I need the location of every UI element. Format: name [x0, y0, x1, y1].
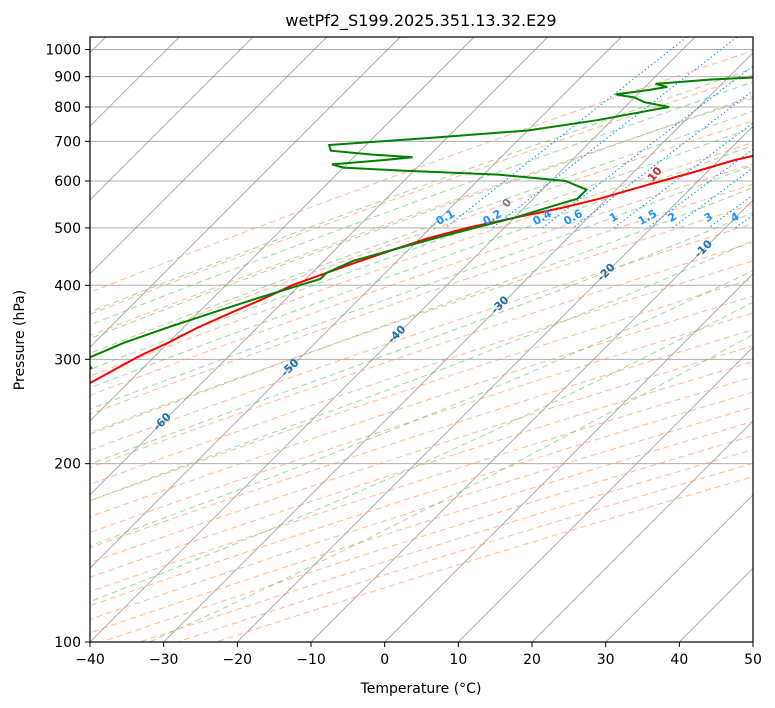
- mixing-ratio-line: [572, 90, 753, 229]
- y-tick-label: 200: [54, 457, 81, 473]
- mixing-ratio-label: 0.1: [434, 207, 457, 228]
- x-tick-label: 0: [380, 652, 389, 668]
- x-tick-label: 10: [449, 652, 467, 668]
- y-axis-label: Pressure (hPa): [12, 290, 28, 390]
- isotherm-label: -70: [22, 465, 45, 488]
- isotherm-line: [90, 37, 401, 348]
- moist-adiabat-line: [90, 186, 753, 435]
- dry-adiabat-line: [90, 312, 753, 534]
- y-tick-label: 400: [54, 278, 81, 294]
- y-tick-label: 100: [54, 635, 81, 651]
- mixing-ratio-label: 1: [607, 210, 620, 225]
- mixing-ratio-lines: [445, 37, 753, 229]
- isotherm-line: [163, 52, 753, 642]
- y-tick-label: 500: [54, 221, 81, 237]
- pressure-gridlines: [90, 49, 753, 642]
- y-tick-label: 1000: [45, 43, 81, 59]
- dry-adiabat-line: [90, 223, 753, 451]
- dry-adiabat-line: [90, 361, 753, 578]
- isotherm-line: [457, 346, 753, 642]
- moist-adiabat-line: [90, 301, 753, 603]
- isotherm-line: [90, 37, 328, 275]
- isotherm-line: [384, 273, 753, 642]
- moist-adiabat-line: [149, 333, 753, 642]
- isotherm-line: [90, 37, 254, 201]
- y-tick-label: 600: [54, 174, 81, 190]
- chart-title: wetPf2_S199.2025.351.13.32.E29: [285, 11, 556, 31]
- temperature-line: [90, 154, 753, 385]
- isotherm-line: [605, 494, 753, 642]
- mixing-ratio-line: [672, 167, 753, 229]
- isotherm-line: [678, 567, 753, 642]
- dry-adiabat-line: [90, 163, 753, 396]
- sounding-series: [90, 76, 753, 385]
- y-axis-ticks: 100 200 300 400 500 600 700 800 900 1000: [45, 43, 90, 651]
- x-tick-label: 20: [523, 652, 541, 668]
- dry-adiabat-line: [101, 435, 753, 642]
- dry-adiabat-line: [90, 120, 753, 357]
- mixing-ratio-label: 6: [767, 210, 775, 225]
- dewpoint-line: [90, 76, 753, 371]
- isotherm-label: -30: [488, 293, 511, 316]
- moist-adiabat-line: [90, 67, 753, 313]
- y-tick-label: 900: [54, 70, 81, 86]
- dry-adiabat-line: [90, 142, 753, 377]
- isotherm-line: [236, 125, 753, 642]
- y-tick-label: 300: [54, 352, 81, 368]
- plot-frame: [89, 36, 754, 643]
- isotherm-label: -20: [595, 261, 618, 284]
- x-tick-label: −20: [223, 652, 253, 668]
- isotherm-label: -40: [385, 323, 408, 346]
- moist-adiabat-line: [90, 95, 753, 340]
- moist-adiabat-line: [90, 164, 753, 410]
- x-tick-label: −10: [296, 652, 326, 668]
- moist-adiabat-line: [90, 239, 753, 502]
- moist-adiabat-line: [90, 212, 753, 465]
- isotherm-line: [90, 37, 475, 422]
- dry-adiabat-line: [90, 97, 753, 337]
- mixing-ratio-label: 1.5: [636, 207, 659, 228]
- dry-adiabat-line: [90, 260, 753, 485]
- dry-adiabat-lines: [90, 50, 753, 642]
- moist-adiabat-line: [90, 270, 753, 547]
- y-tick-label: 800: [54, 100, 81, 116]
- x-tick-label: −40: [75, 652, 105, 668]
- x-tick-label: 50: [744, 652, 762, 668]
- x-tick-label: 40: [670, 652, 688, 668]
- isotherm-line: [531, 420, 753, 642]
- isotherm-line: [90, 37, 549, 496]
- isotherm-line: [752, 641, 753, 642]
- mixing-ratio-line: [734, 214, 753, 229]
- x-axis-ticks: −40 −30 −20 −10 0 10 20 30 40 50: [75, 642, 762, 668]
- dry-adiabat-line: [215, 476, 753, 642]
- dry-adiabat-label: 0: [500, 196, 515, 210]
- moist-adiabat-line: [90, 81, 753, 326]
- isotherm-label: -10: [692, 237, 715, 260]
- isotherm-line: [310, 199, 753, 642]
- y-tick-label: 700: [54, 134, 81, 150]
- dry-adiabat-line: [90, 391, 753, 607]
- isotherm-label: -60: [151, 410, 174, 433]
- dry-adiabat-line: [90, 50, 753, 293]
- dry-adiabat-line: [90, 329, 753, 549]
- mixing-ratio-line: [492, 37, 738, 229]
- x-tick-label: 30: [597, 652, 615, 668]
- dry-adiabat-line: [177, 462, 753, 642]
- isotherm-line: [90, 37, 622, 569]
- x-tick-label: −30: [149, 652, 179, 668]
- x-axis-label: Temperature (°C): [360, 681, 482, 697]
- mixing-ratio-line: [542, 65, 753, 229]
- dry-adiabat-line: [90, 183, 753, 415]
- dry-adiabat-line: [90, 278, 753, 502]
- moist-adiabat-line: [90, 126, 753, 371]
- moist-adiabat-line: [90, 110, 753, 354]
